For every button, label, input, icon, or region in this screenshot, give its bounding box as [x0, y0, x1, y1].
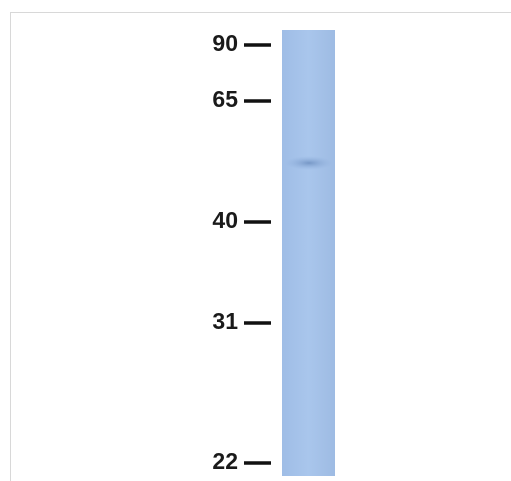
marker-label: 31	[212, 308, 238, 334]
protein-band	[285, 156, 333, 170]
marker-ladder: 90 65 40 31 22	[212, 30, 271, 474]
page: 9065403122 (() => { const data = JSON.pa…	[0, 0, 511, 481]
gel-lane	[282, 30, 335, 476]
marker-label: 65	[212, 86, 238, 112]
marker-label: 22	[212, 448, 238, 474]
marker-label: 90	[212, 30, 238, 56]
marker-label: 40	[212, 207, 238, 233]
blot-figure: 90 65 40 31 22	[0, 0, 511, 481]
